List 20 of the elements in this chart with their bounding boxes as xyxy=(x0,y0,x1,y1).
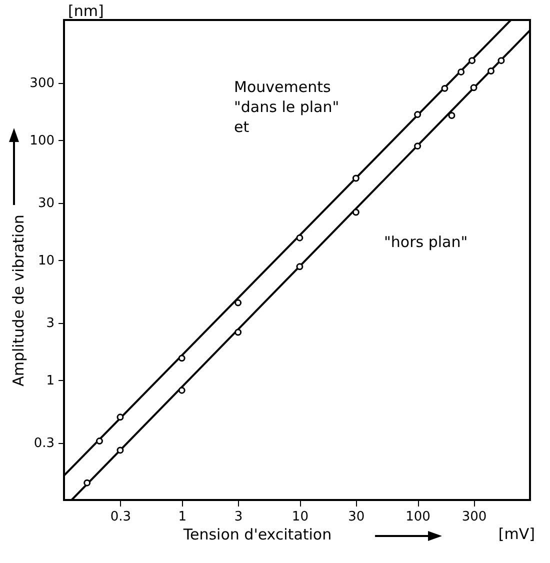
y-axis-title: Amplitude de vibration xyxy=(10,214,28,386)
text: [mV] xyxy=(498,525,535,543)
x-axis-title: Tension d'excitation xyxy=(182,526,332,544)
y-tick-label: 0.3 xyxy=(34,436,54,452)
y-tick-label: 3 xyxy=(46,316,54,332)
x-tick-label: 100 xyxy=(406,510,430,524)
annotation: "hors plan" xyxy=(384,233,468,251)
y-tick-label: 1 xyxy=(46,374,54,388)
x-tick-label: 300 xyxy=(462,510,487,524)
x-tick-label: 3 xyxy=(234,510,243,524)
x-tick-label: 1 xyxy=(178,510,186,524)
x-tick-label: 0.3 xyxy=(110,510,132,524)
y-tick-label: 300 xyxy=(30,76,54,92)
y-tick-label: 10 xyxy=(38,254,54,268)
x-tick-label: 30 xyxy=(348,510,365,524)
y-tick-label: 30 xyxy=(38,196,54,212)
x-tick-label: 10 xyxy=(292,510,308,524)
annotation: Mouvements "dans le plan" et xyxy=(234,78,340,136)
y-tick-label: 100 xyxy=(30,134,54,148)
text: [nm] xyxy=(68,2,104,20)
